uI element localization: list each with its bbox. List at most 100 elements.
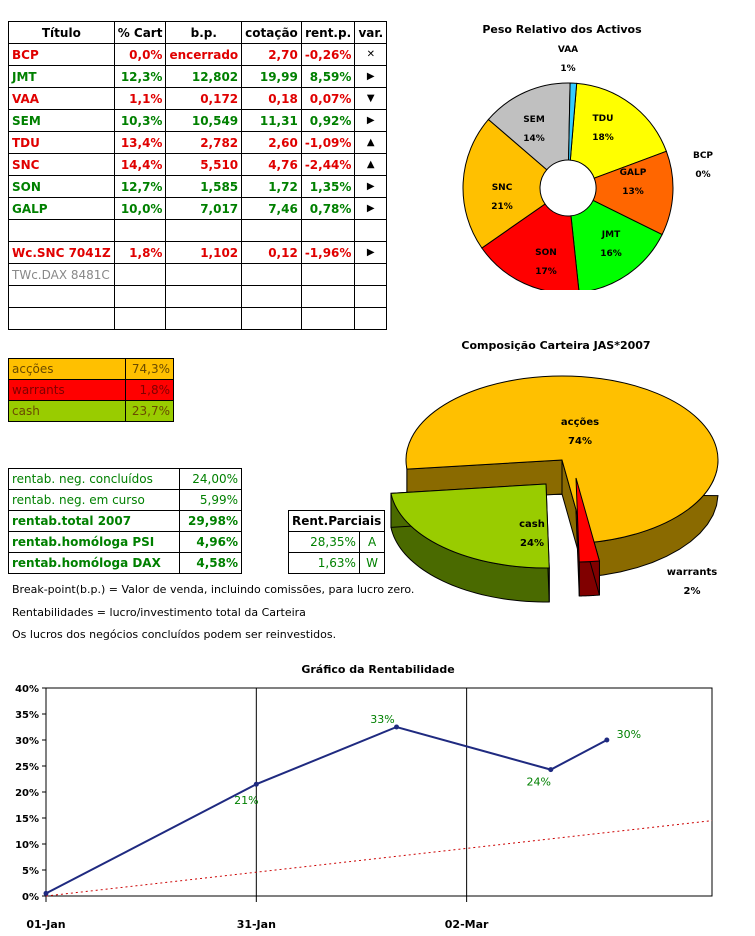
note-rentabilidades: Rentabilidades = lucro/investimento tota… (12, 606, 306, 619)
rentab-value: 24,00% (178, 468, 243, 490)
pie1-slice-sem (487, 82, 571, 171)
rentab-value: 5,99% (178, 489, 243, 511)
parciais-row: 1,63% W (288, 552, 386, 574)
line-chart-rentabilidade: Gráfico da Rentabilidade 0% 5% 10% 15% 20% 25%… (15, 663, 713, 931)
cell-cot: 11,31 (241, 109, 302, 132)
cell-bp: 1,585 (165, 175, 243, 198)
allocation-label: warrants (8, 379, 126, 401)
y-tick-label: 5% (22, 866, 39, 877)
pie2-label-acções: acções (561, 417, 599, 428)
pie2-label-warrants: warrants (667, 567, 717, 578)
data-label: 33% (370, 713, 394, 726)
header-bp: b.p. (165, 21, 243, 44)
asset-row: SON 12,7% 1,585 1,72 1,35% ▶ (8, 175, 388, 198)
cell-cart: 1,8% (113, 241, 167, 264)
cell-rent: 8,59% (300, 65, 356, 88)
empty-cell (354, 307, 388, 330)
pie2-pct-acções: 74% (568, 436, 592, 447)
pie1-pct-snc: 21% (491, 202, 513, 212)
pie2-slice-cash (390, 483, 550, 569)
cell-var: ▲ (354, 153, 388, 176)
data-label: 24% (527, 776, 551, 789)
data-label: 21% (234, 794, 258, 807)
rentab-value: 4,58% (178, 552, 243, 574)
cell-var: ▶ (354, 241, 388, 264)
pie1-pct-bcp: 0% (695, 170, 710, 180)
cell-rent (300, 263, 356, 286)
y-tick-label: 30% (15, 736, 39, 747)
cell-cot: 1,72 (241, 175, 302, 198)
note-breakpoint: Break-point(b.p.) = Valor de venda, incl… (12, 583, 415, 596)
rent-parciais-table: Rent.Parciais 28,35% A 1,63% W (287, 510, 386, 574)
cell-var: ✕ (354, 43, 388, 66)
pie2-label-cash: cash (519, 519, 545, 530)
allocation-label: cash (8, 400, 126, 422)
cell-titulo: TWc.DAX 8481C (8, 263, 115, 286)
portfolio-header-row: Título % Cart b.p. cotação rent.p. var. (8, 21, 388, 44)
cell-bp: 2,782 (165, 131, 243, 154)
pie1-pct-tdu: 18% (592, 133, 614, 143)
empty-cell (8, 307, 115, 330)
asset-row: SEM 10,3% 10,549 11,31 0,92% ▶ (8, 109, 388, 132)
cell-titulo: SNC (8, 153, 115, 176)
asset-row: TDU 13,4% 2,782 2,60 -1,09% ▲ (8, 131, 388, 154)
empty-cell (8, 219, 115, 242)
cell-bp: 10,549 (165, 109, 243, 132)
rentab-row: rentab. neg. em curso 5,99% (8, 489, 243, 511)
pie1-label-snc: SNC (492, 183, 513, 193)
rentab-row: rentab.total 2007 29,98% (8, 510, 243, 532)
parciais-row: 28,35% A (288, 531, 386, 553)
x-tick-label: 01-Jan (26, 918, 65, 931)
allocation-row: cash 23,7% (8, 400, 174, 422)
rentab-value: 4,96% (178, 531, 243, 553)
parciais-header-row: Rent.Parciais (287, 510, 386, 532)
plot-frame (45, 687, 713, 897)
header-cotacao: cotação (241, 21, 302, 44)
rentabilidade-point (604, 737, 610, 743)
rentab-label: rentab.total 2007 (8, 510, 180, 532)
cell-cart: 10,0% (113, 197, 167, 220)
empty-cell (113, 219, 167, 242)
pie2-slice-warrants (575, 477, 601, 563)
cell-titulo: VAA (8, 87, 115, 110)
cell-cart: 14,4% (113, 153, 167, 176)
pie1-slice-vaa (568, 82, 578, 161)
cell-rent: 0,92% (300, 109, 356, 132)
cell-var: ▶ (354, 175, 388, 198)
asset-row: VAA 1,1% 0,172 0,18 0,07% ▼ (8, 87, 388, 110)
cell-rent: 1,35% (300, 175, 356, 198)
cell-rent: 0,78% (300, 197, 356, 220)
pie2-title: Composição Carteira JAS*2007 (461, 339, 650, 352)
y-tick-label: 40% (15, 684, 39, 695)
cell-bp: encerrado (165, 43, 243, 66)
cell-cot: 4,76 (241, 153, 302, 176)
rentab-label: rentab.homóloga DAX (8, 552, 180, 574)
cell-cart: 0,0% (113, 43, 167, 66)
pie2-pct-cash: 24% (520, 538, 544, 549)
cell-cot: 2,60 (241, 131, 302, 154)
header-cart: % Cart (113, 21, 167, 44)
rentab-label: rentab. neg. concluídos (8, 468, 180, 490)
empty-cell (300, 307, 356, 330)
rentabilidade-point (394, 724, 400, 730)
pie1-label-jmt: JMT (601, 230, 621, 240)
cell-var (354, 263, 388, 286)
parciais-code: A (358, 531, 386, 553)
pie1-label-tdu: TDU (593, 114, 614, 124)
pie1-label-sem: SEM (523, 115, 545, 125)
rentab-table: rentab. neg. concluídos 24,00% rentab. neg… (8, 468, 243, 574)
allocation-value: 23,7% (125, 400, 174, 422)
pie1-pct-jmt: 16% (600, 249, 622, 259)
cell-cart: 12,7% (113, 175, 167, 198)
pie1-slice-tdu (569, 82, 668, 179)
pie-chart-composicao: Composição Carteira JAS*2007 acções 74% war… (390, 339, 719, 603)
parciais-code: W (358, 552, 386, 574)
rentabilidade-point (43, 890, 49, 896)
cell-rent: -1,96% (300, 241, 356, 264)
cell-cart: 10,3% (113, 109, 167, 132)
cell-titulo: TDU (8, 131, 115, 154)
empty-cell (165, 285, 243, 308)
cell-cart: 1,1% (113, 87, 167, 110)
rentabilidade-point (548, 767, 554, 773)
cell-cot: 7,46 (241, 197, 302, 220)
